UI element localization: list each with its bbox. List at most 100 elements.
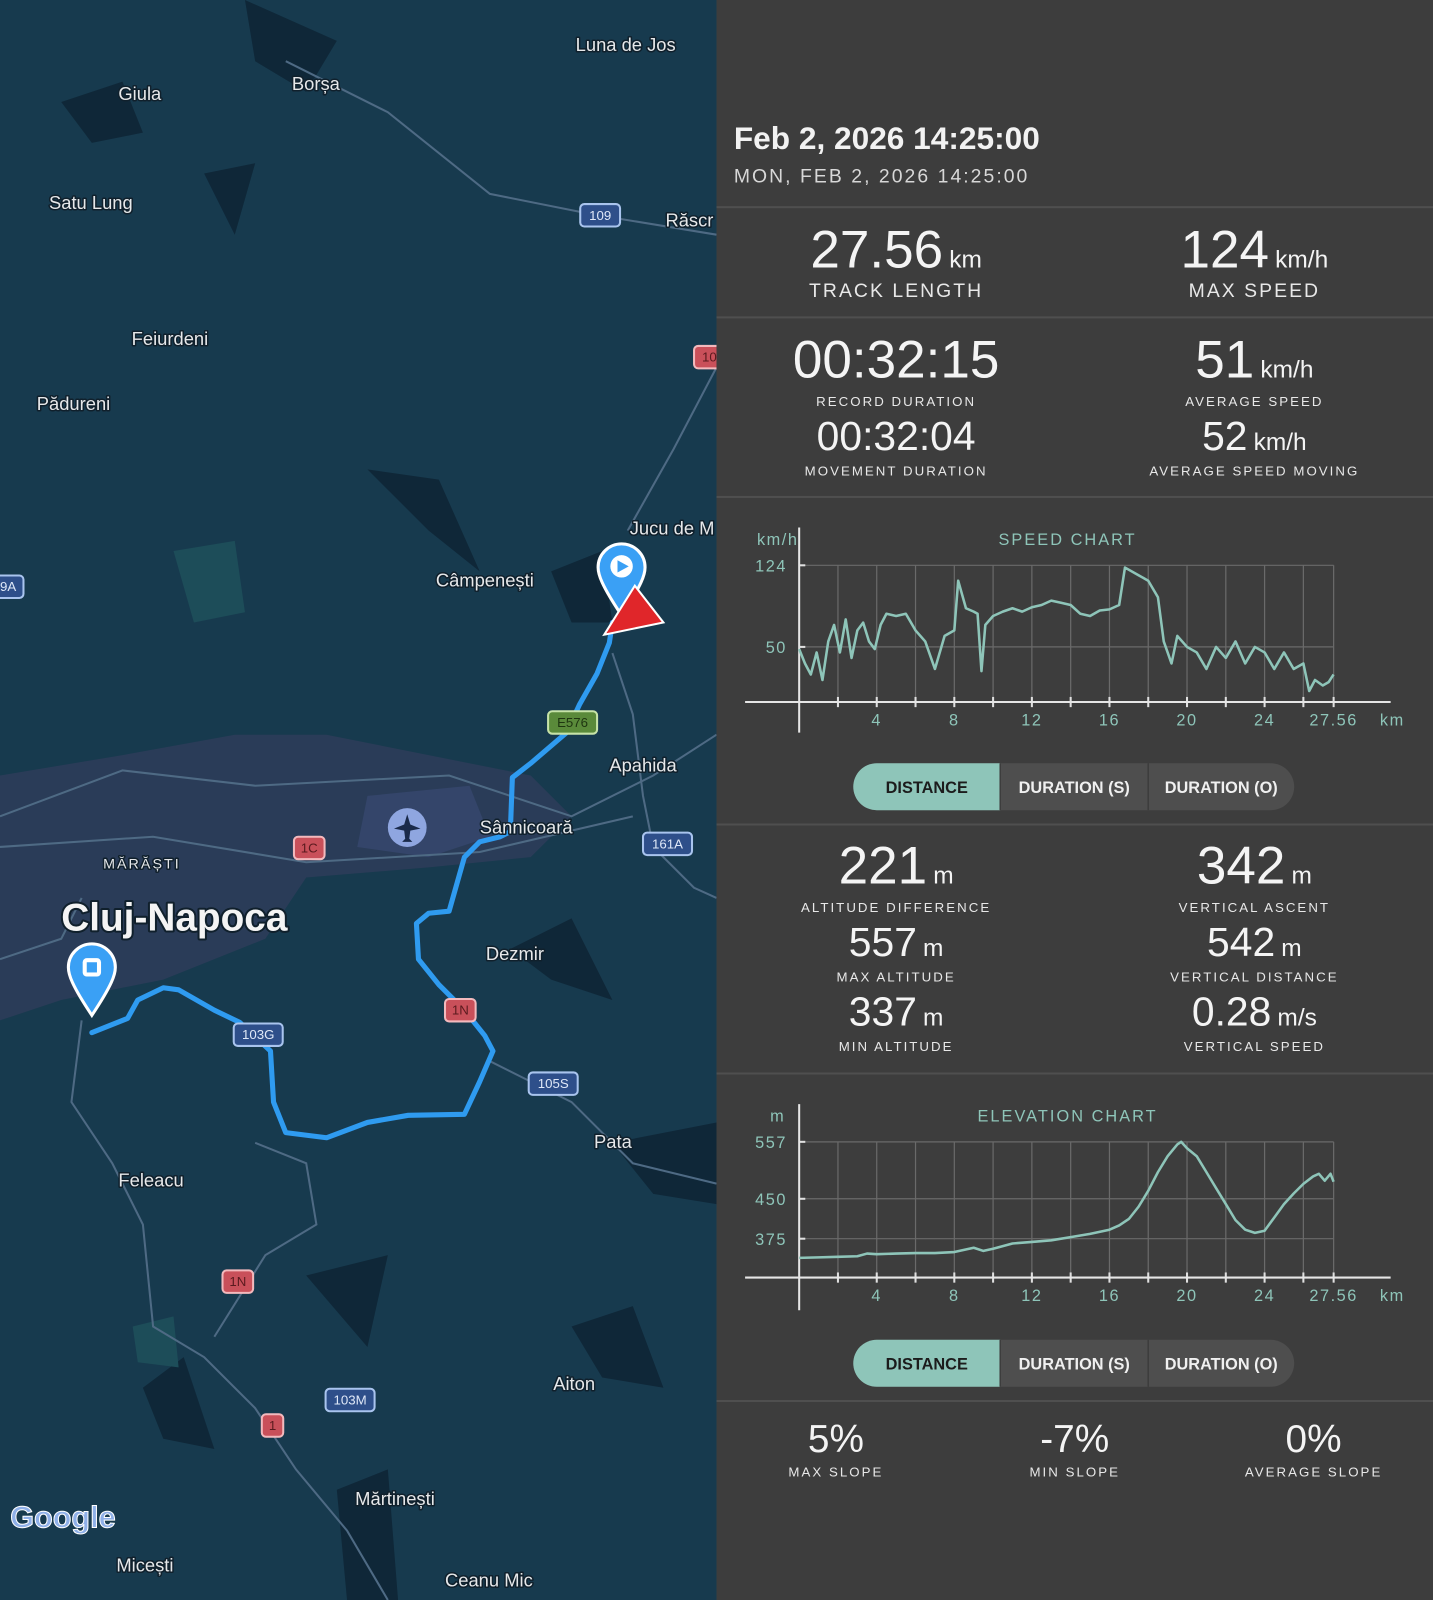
x-tick-label: 8	[949, 712, 960, 730]
place-label: Cluj-Napoca	[61, 897, 288, 940]
stat-value: 5%	[808, 1418, 864, 1461]
place-label: Apahida	[609, 754, 677, 775]
track-subtitle: MON, FEB 2, 2026 14:25:00	[734, 166, 1030, 188]
y-tick-label: 450	[755, 1191, 787, 1209]
dividers	[716, 206, 1433, 1403]
tab[interactable]: DURATION (O)	[1147, 1339, 1278, 1387]
map-logo: Google	[10, 1501, 115, 1535]
chart-title: ELEVATION CHART	[978, 1107, 1158, 1125]
road-badge-label: 1N	[229, 1274, 246, 1289]
road-badge-label: 109	[589, 208, 611, 223]
tab-active	[853, 763, 1001, 811]
stat-label: MIN ALTITUDE	[839, 1039, 954, 1054]
stat-unit: m	[923, 1005, 943, 1032]
road-badge: 109	[579, 203, 622, 228]
tab[interactable]: DISTANCE	[853, 763, 1001, 811]
chart-title: SPEED CHART	[999, 531, 1137, 549]
stat-number: 124	[1181, 220, 1270, 279]
x-tick-label: 27.56	[1309, 712, 1357, 730]
stat-label: MAX SPEED	[1189, 280, 1320, 302]
stat-label: AVERAGE SPEED MOVING	[1149, 464, 1359, 479]
stat-number: 0.28	[1192, 989, 1271, 1035]
map[interactable]: Luna de Jos Borșa Giula Satu Lung Răscr Feiur…	[0, 0, 726, 1600]
y-tick-label: 124	[755, 557, 787, 575]
road-badge-label: 105S	[538, 1076, 569, 1091]
stat-label: MAX SLOPE	[788, 1465, 883, 1480]
stat-value: 0.28 m/s	[1192, 989, 1317, 1035]
tab[interactable]: DURATION (S)	[999, 763, 1130, 811]
stat-number: 542	[1207, 919, 1275, 965]
road-badge-label: 1	[269, 1418, 276, 1433]
tab-label: DISTANCE	[886, 1355, 968, 1373]
stat-label: VERTICAL DISTANCE	[1170, 970, 1338, 985]
airport-icon	[387, 808, 427, 847]
x-tick-label: 27.56	[1309, 1287, 1357, 1305]
road-badge-shape	[547, 710, 599, 735]
place-label: Pata	[594, 1131, 633, 1152]
y-unit-label: km/h	[757, 531, 798, 549]
stat-label: ALTITUDE DIFFERENCE	[801, 900, 991, 915]
stat-number: 52	[1202, 413, 1247, 459]
stat-number: 221	[839, 837, 928, 896]
road-badge-label: 103G	[242, 1027, 274, 1042]
x-tick-label: 16	[1099, 712, 1120, 730]
x-unit-label: km	[1380, 1287, 1405, 1305]
stat-label: AVERAGE SLOPE	[1245, 1465, 1383, 1480]
data-line	[797, 566, 1335, 693]
road-badge-shape	[221, 1269, 255, 1294]
stat-unit: m	[1281, 935, 1301, 962]
stat-number: 557	[849, 919, 917, 965]
stat-value: 27.56 km	[810, 220, 982, 279]
start-pin[interactable]	[66, 942, 117, 1019]
stat-unit: km/h	[1254, 429, 1307, 456]
stat-unit: m	[923, 935, 943, 962]
place-label: Sânnicoară	[480, 817, 574, 838]
y-unit-label: m	[770, 1107, 785, 1125]
road-badge-label: 103M	[334, 1393, 367, 1408]
place-label: Câmpenești	[436, 570, 534, 591]
route	[89, 619, 615, 1141]
stat-number: 5%	[808, 1418, 864, 1461]
tab-bar: DISTANCE DURATION (S) DURATION (O)	[853, 763, 1295, 811]
stat-number: 337	[849, 989, 917, 1035]
road-badge-shape	[579, 203, 622, 228]
place-label: Borșa	[292, 73, 341, 94]
road-badge-shape	[292, 835, 326, 861]
stat-unit: km/h	[1275, 246, 1328, 273]
stat-value: 00:32:15	[793, 331, 1000, 390]
x-tick-label: 4	[871, 1287, 882, 1305]
place-label: Ceanu Mic	[445, 1570, 533, 1591]
place-label: Giula	[118, 83, 162, 104]
x-tick-label: 20	[1176, 712, 1197, 730]
road-badge: 9A	[0, 574, 25, 599]
tab-bar: DISTANCE DURATION (S) DURATION (O)	[853, 1339, 1295, 1387]
stat-label: RECORD DURATION	[816, 394, 976, 409]
road-badge-label: 1C	[301, 840, 318, 855]
tab[interactable]: DURATION (O)	[1147, 763, 1278, 811]
stat-number: 51	[1195, 331, 1254, 390]
stat-label: VERTICAL SPEED	[1184, 1039, 1325, 1054]
stat-label: VERTICAL ASCENT	[1179, 900, 1330, 915]
tab[interactable]: DISTANCE	[853, 1339, 1001, 1387]
place-label: Dezmir	[486, 943, 544, 964]
end-pin[interactable]	[596, 542, 647, 619]
place-label: Luna de Jos	[576, 34, 676, 55]
stat-value: 337 m	[849, 989, 944, 1035]
stat-value: 51 km/h	[1195, 331, 1313, 390]
stat-unit: m/s	[1277, 1005, 1316, 1032]
road-badge-shape	[260, 1413, 285, 1438]
stat-number: -7%	[1040, 1418, 1109, 1461]
tab-active	[853, 1339, 1001, 1387]
tab-label: DURATION (O)	[1165, 1355, 1278, 1373]
tab[interactable]: DURATION (S)	[999, 1339, 1130, 1387]
road-badge: 1N	[443, 997, 477, 1023]
stat-value: 557 m	[849, 919, 944, 965]
x-tick-label: 8	[949, 1287, 960, 1305]
road-badge-label: 161A	[652, 836, 683, 851]
tab-label: DURATION (S)	[1019, 1355, 1130, 1373]
roads	[0, 60, 718, 1600]
x-tick-label: 16	[1099, 1287, 1120, 1305]
x-tick-label: 24	[1254, 1287, 1275, 1305]
stat-value: 0%	[1286, 1418, 1342, 1461]
